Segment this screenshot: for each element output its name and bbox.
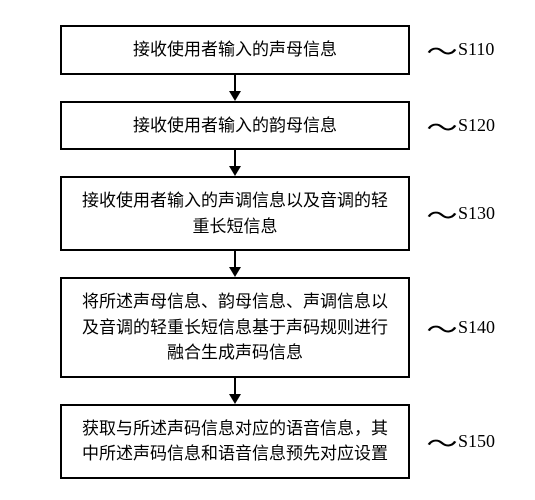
connector-wave: 〜 <box>426 424 457 459</box>
flowchart-node-s120: 接收使用者输入的韵母信息 <box>60 101 410 151</box>
flowchart-node-row: 将所述声母信息、韵母信息、声调信息以及音调的轻重长短信息基于声码规则进行融合生成… <box>20 277 515 378</box>
connector-wave: 〜 <box>426 32 457 67</box>
flowchart-step-label: 〜S120 <box>430 108 495 143</box>
flowchart-node-label: 接收使用者输入的声调信息以及音调的轻重长短信息 <box>74 188 396 239</box>
flowchart-node-row: 接收使用者输入的韵母信息 〜S120 <box>20 101 515 151</box>
arrow-wrap <box>60 75 410 101</box>
arrow-wrap <box>60 150 410 176</box>
arrow-container <box>20 150 515 176</box>
flowchart-container: 接收使用者输入的声母信息 〜S110 接收使用者输入的韵母信息 〜S120 <box>20 25 515 479</box>
flowchart-node-s150: 获取与所述声码信息对应的语音信息，其中所述声码信息和语音信息预先对应设置 <box>60 404 410 479</box>
flowchart-step-label: 〜S110 <box>430 32 494 67</box>
flowchart-node-label: 获取与所述声码信息对应的语音信息，其中所述声码信息和语音信息预先对应设置 <box>74 416 396 467</box>
flowchart-node-row: 接收使用者输入的声母信息 〜S110 <box>20 25 515 75</box>
step-code: S110 <box>458 39 494 60</box>
flowchart-node-label: 将所述声母信息、韵母信息、声调信息以及音调的轻重长短信息基于声码规则进行融合生成… <box>74 289 396 366</box>
arrow-down-icon <box>225 75 245 101</box>
flowchart-step-label: 〜S130 <box>430 196 495 231</box>
connector-wave: 〜 <box>426 310 457 345</box>
flowchart-node-s130: 接收使用者输入的声调信息以及音调的轻重长短信息 <box>60 176 410 251</box>
arrow-container <box>20 75 515 101</box>
flowchart-node-row: 接收使用者输入的声调信息以及音调的轻重长短信息 〜S130 <box>20 176 515 251</box>
arrow-container <box>20 378 515 404</box>
arrow-down-icon <box>225 378 245 404</box>
arrow-down-icon <box>225 251 245 277</box>
flowchart-node-label: 接收使用者输入的韵母信息 <box>133 113 337 139</box>
flowchart-node-s110: 接收使用者输入的声母信息 <box>60 25 410 75</box>
step-code: S130 <box>458 203 495 224</box>
arrow-wrap <box>60 378 410 404</box>
step-code: S140 <box>458 317 495 338</box>
flowchart-node-s140: 将所述声母信息、韵母信息、声调信息以及音调的轻重长短信息基于声码规则进行融合生成… <box>60 277 410 378</box>
arrow-down-icon <box>225 150 245 176</box>
arrow-container <box>20 251 515 277</box>
connector-wave: 〜 <box>426 108 457 143</box>
arrow-wrap <box>60 251 410 277</box>
connector-wave: 〜 <box>426 196 457 231</box>
step-code: S120 <box>458 115 495 136</box>
flowchart-step-label: 〜S150 <box>430 424 495 459</box>
flowchart-node-label: 接收使用者输入的声母信息 <box>133 37 337 63</box>
step-code: S150 <box>458 431 495 452</box>
flowchart-node-row: 获取与所述声码信息对应的语音信息，其中所述声码信息和语音信息预先对应设置 〜S1… <box>20 404 515 479</box>
flowchart-step-label: 〜S140 <box>430 310 495 345</box>
